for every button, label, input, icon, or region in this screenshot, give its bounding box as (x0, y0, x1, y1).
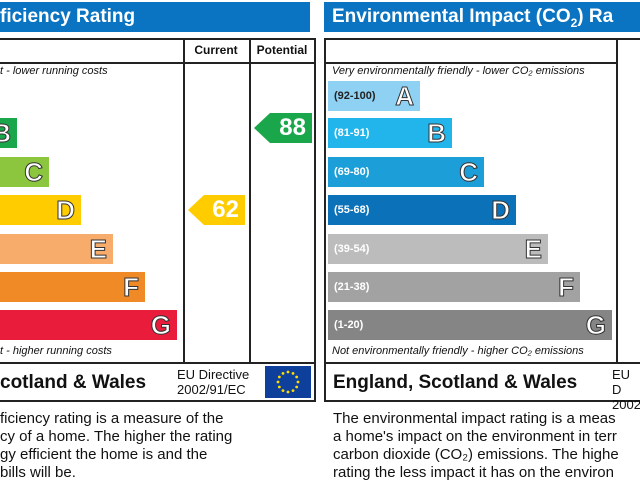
band-d: (55-68) D (328, 195, 516, 226)
band-letter: D (491, 195, 511, 226)
band-range: (92-100) (334, 90, 376, 102)
band-letter: E (524, 234, 542, 265)
band-c: (69-80) C (328, 157, 484, 188)
band-letter: B (427, 118, 447, 149)
band-letter: A (395, 81, 415, 112)
band-range: (55-68) (334, 204, 370, 216)
band-b: (81-91) B (328, 118, 452, 149)
band-letter: C (459, 157, 479, 188)
eu-flag-icon (265, 366, 311, 398)
band-e: E (0, 234, 113, 265)
bottom-note: Not environmentally friendly - higher CO… (332, 345, 584, 357)
eu-directive: EU Directive 2002/91/EC (177, 367, 250, 397)
band-b: B (0, 118, 17, 149)
eu-directive: EU D 2002 (612, 367, 640, 412)
band-f: F (0, 272, 145, 303)
bottom-note: t - higher running costs (0, 345, 112, 357)
top-note: t - lower running costs (0, 65, 108, 77)
potential-header: Potential (256, 43, 308, 57)
top-note: Very environmentally friendly - lower CO… (332, 65, 585, 77)
band-range: (81-91) (334, 127, 370, 139)
environmental-impact-title: Environmental Impact (CO2) Ra (324, 2, 640, 32)
band-a: (92-100) A (328, 81, 420, 112)
band-range: (1-20) (334, 319, 364, 331)
environmental-description: The environmental impact rating is a mea… (333, 410, 619, 481)
energy-description: ficiency rating is a measure of the cy of… (0, 410, 233, 481)
energy-efficiency-title: ficiency Rating (0, 2, 310, 32)
band-e: (39-54) E (328, 234, 548, 265)
region-label: cotland & Wales (0, 372, 147, 393)
band-c: C (0, 157, 49, 188)
current-header: Current (194, 43, 238, 57)
band-range: (69-80) (334, 166, 370, 178)
region-label: England, Scotland & Wales (333, 372, 578, 393)
band-range: (21-38) (334, 281, 370, 293)
band-f: (21-38) F (328, 272, 580, 303)
band-g: G (0, 310, 177, 341)
environmental-impact-table (324, 38, 640, 402)
band-d: D (0, 195, 81, 226)
energy-efficiency-table (0, 38, 316, 402)
band-letter: G (585, 310, 606, 341)
band-g: (1-20) G (328, 310, 612, 341)
band-letter: F (558, 272, 575, 303)
band-range: (39-54) (334, 243, 370, 255)
